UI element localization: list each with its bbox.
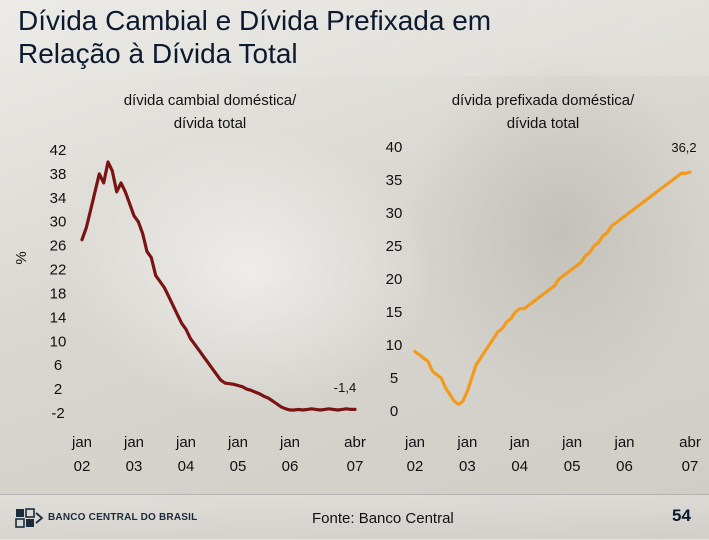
chart-right-subtitle-line-1: dívida prefixada doméstica/	[452, 92, 635, 109]
chart-left-y-ticks: 42 38 34 30 26 22 18 14 10 6 2 -2	[50, 142, 67, 422]
right-y-tick-label: 20	[386, 271, 403, 288]
left-x-tick-label-top: jan	[175, 434, 196, 451]
banco-central-logo-text: BANCO CENTRAL DO BRASIL	[48, 512, 198, 523]
left-y-tick-label: 2	[54, 381, 62, 398]
left-x-tick-label-bottom: 05	[230, 458, 247, 475]
right-x-tick-label-top: jan	[614, 434, 635, 451]
right-x-tick-label-top: jan	[404, 434, 425, 451]
chart-left-end-annotation: -1,4	[334, 380, 356, 395]
chart-right-series-line	[413, 170, 692, 406]
left-y-tick-label: 14	[50, 309, 67, 326]
right-y-tick-label: 10	[386, 337, 403, 354]
right-x-tick-label-top: jan	[509, 434, 530, 451]
left-x-tick-label-bottom: 03	[126, 458, 143, 475]
footer-bar	[0, 494, 709, 540]
chart-right-y-ticks: 40 35 30 25 20 15 10 5 0	[386, 139, 403, 420]
right-x-tick-label-bottom: 02	[407, 458, 424, 475]
left-x-tick-label-bottom: 06	[282, 458, 299, 475]
right-y-tick-label: 15	[386, 304, 403, 321]
left-y-tick-label: 30	[50, 214, 67, 231]
left-y-tick-label: 26	[50, 238, 67, 255]
right-x-tick-label-bottom: 04	[511, 458, 528, 475]
chart-left-series-line	[80, 160, 357, 412]
left-y-tick-label: 10	[50, 333, 67, 350]
left-y-tick-label: 34	[50, 190, 67, 207]
left-y-tick-label: 22	[50, 262, 67, 279]
title-bar	[0, 0, 709, 76]
left-x-tick-label-bottom: 02	[74, 458, 91, 475]
charts-canvas: dívida cambial doméstica/ dívida total %…	[13, 92, 701, 475]
right-y-tick-label: 5	[390, 370, 398, 387]
chart-right-x-ticks: jan 02 jan 03 jan 04 jan 05 jan 06 abr 07	[404, 434, 701, 475]
right-y-tick-label: 35	[386, 172, 403, 189]
banco-central-logo-icon	[15, 508, 44, 528]
left-x-tick-label-top: abr	[344, 434, 366, 451]
chart-left-subtitle-line-2: dívida total	[174, 115, 247, 132]
source-note: Fonte: Banco Central	[312, 510, 454, 527]
left-x-tick-label-top: jan	[279, 434, 300, 451]
right-x-tick-label-bottom: 05	[564, 458, 581, 475]
page-number: 54	[672, 506, 691, 525]
right-x-tick-label-bottom: 03	[459, 458, 476, 475]
slide-title: Dívida Cambial e Dívida Prefixada em Rel…	[18, 4, 578, 70]
left-y-tick-label: 6	[54, 357, 62, 374]
right-x-tick-label-top: jan	[561, 434, 582, 451]
slide-title-line-2: Relação à Dívida Total	[18, 38, 298, 69]
chart-left: dívida cambial doméstica/ dívida total %…	[13, 92, 366, 475]
right-x-tick-label-top: abr	[679, 434, 701, 451]
left-y-tick-label: -2	[51, 405, 64, 422]
left-y-tick-label: 38	[50, 166, 67, 183]
chart-left-ylabel: %	[13, 251, 30, 264]
right-x-tick-label-bottom: 07	[682, 458, 699, 475]
right-y-tick-label: 30	[386, 205, 403, 222]
chart-right-end-annotation: 36,2	[671, 140, 696, 155]
right-x-tick-label-top: jan	[456, 434, 477, 451]
right-y-tick-label: 25	[386, 238, 403, 255]
left-x-tick-label-bottom: 07	[347, 458, 364, 475]
right-y-tick-label: 40	[386, 139, 403, 156]
left-x-tick-label-bottom: 04	[178, 458, 195, 475]
chart-left-subtitle-line-1: dívida cambial doméstica/	[124, 92, 297, 109]
right-y-tick-label: 0	[390, 403, 398, 420]
chart-left-x-ticks: jan 02 jan 03 jan 04 jan 05 jan 06 abr 07	[71, 434, 366, 475]
left-x-tick-label-top: jan	[227, 434, 248, 451]
left-y-tick-label: 42	[50, 142, 67, 159]
left-x-tick-label-top: jan	[123, 434, 144, 451]
chart-right: dívida prefixada doméstica/ dívida total…	[386, 92, 701, 475]
left-y-tick-label: 18	[50, 285, 67, 302]
chart-right-subtitle-line-2: dívida total	[507, 115, 580, 132]
right-x-tick-label-bottom: 06	[616, 458, 633, 475]
left-x-tick-label-top: jan	[71, 434, 92, 451]
slide-title-line-1: Dívida Cambial e Dívida Prefixada em	[18, 5, 492, 36]
